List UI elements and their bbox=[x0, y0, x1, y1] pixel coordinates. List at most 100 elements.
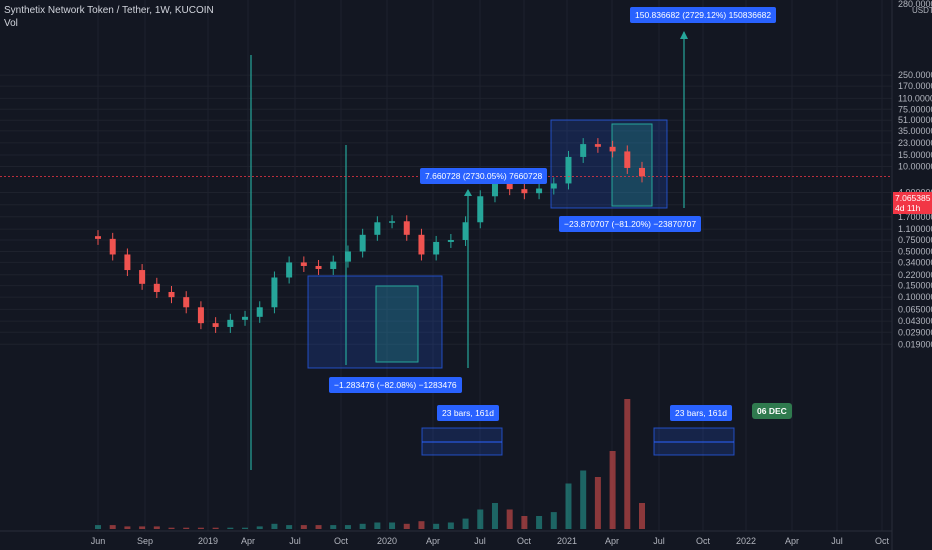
time-tick: Oct bbox=[696, 536, 711, 546]
volume-bar bbox=[256, 526, 263, 529]
candle bbox=[109, 238, 116, 255]
candle bbox=[124, 254, 131, 271]
time-tick: Apr bbox=[785, 536, 799, 546]
volume-bar bbox=[271, 523, 278, 529]
candle bbox=[639, 167, 645, 177]
price-tick: 1.700000 bbox=[898, 212, 932, 222]
candle bbox=[433, 241, 440, 255]
candle bbox=[242, 316, 249, 320]
volume-bar bbox=[624, 399, 631, 529]
time-tick: Jul bbox=[831, 536, 843, 546]
time-tick: Jun bbox=[91, 536, 106, 546]
candle bbox=[95, 236, 101, 239]
price-tick: 1.100000 bbox=[898, 224, 932, 234]
volume-bar bbox=[594, 477, 601, 529]
time-tick: 2020 bbox=[377, 536, 397, 546]
time-tick: Apr bbox=[241, 536, 255, 546]
volume-bar bbox=[359, 523, 366, 529]
price-tick: 0.029000 bbox=[898, 327, 932, 337]
drop-zone-2020 bbox=[375, 285, 419, 363]
candle bbox=[389, 221, 396, 223]
candle bbox=[212, 323, 219, 327]
candle bbox=[477, 196, 484, 223]
bars-right-label: 23 bars, 161d bbox=[670, 405, 732, 421]
candle bbox=[403, 221, 410, 235]
volume-bar bbox=[95, 525, 101, 529]
bars-left-label: 23 bars, 161d bbox=[437, 405, 499, 421]
candle bbox=[183, 297, 190, 308]
volume-bar bbox=[389, 522, 396, 529]
volume-bar bbox=[315, 525, 322, 529]
volume-bar bbox=[242, 527, 249, 529]
volume-bar bbox=[639, 503, 645, 529]
volume-bar bbox=[477, 509, 484, 529]
rise-arrow bbox=[464, 189, 472, 196]
time-tick: Jul bbox=[653, 536, 665, 546]
time-axis[interactable]: Jun Sep 2019 Apr Jul Oct 2020 Apr Jul Oct 2021 Apr J… bbox=[0, 530, 892, 546]
candle bbox=[418, 234, 425, 255]
time-tick: 2021 bbox=[557, 536, 577, 546]
candle bbox=[256, 307, 263, 317]
volume-bar bbox=[139, 526, 146, 529]
volume-bar bbox=[521, 516, 528, 529]
volume-bar bbox=[462, 518, 469, 529]
time-tick: Oct bbox=[875, 536, 890, 546]
candle bbox=[359, 234, 366, 252]
volume-bar bbox=[418, 521, 425, 529]
current-price-tag: 7.065385 4d 11h bbox=[893, 192, 932, 214]
target-2021-label: 150.836682 (2729.12%) 150836682 bbox=[630, 7, 777, 23]
volume-bar bbox=[506, 509, 513, 529]
volume-bars bbox=[95, 399, 645, 529]
time-tick: 2022 bbox=[736, 536, 756, 546]
volume-bar bbox=[609, 451, 616, 529]
volume-bar bbox=[124, 526, 131, 529]
drop-2020-label: −1.283476 (−82.08%) −1283476 bbox=[329, 377, 462, 393]
candle bbox=[521, 189, 528, 194]
candle bbox=[197, 307, 204, 324]
volume-bar bbox=[580, 470, 587, 529]
price-tick: 0.750000 bbox=[898, 235, 932, 245]
candle bbox=[565, 156, 572, 184]
candle bbox=[536, 188, 543, 194]
candle bbox=[550, 183, 557, 189]
volume-bar bbox=[183, 527, 190, 529]
price-unit: USDT bbox=[912, 6, 932, 15]
volume-bar bbox=[168, 527, 175, 529]
candle bbox=[462, 222, 469, 240]
candle bbox=[286, 262, 293, 278]
volume-bar bbox=[447, 522, 454, 529]
candle bbox=[271, 277, 278, 308]
price-tick: 0.043000 bbox=[898, 316, 932, 326]
volume-bar bbox=[227, 527, 234, 529]
volume-bar bbox=[153, 526, 160, 529]
price-tick: 0.019000 bbox=[898, 339, 932, 349]
volume-bar bbox=[197, 527, 204, 529]
candle bbox=[344, 251, 351, 262]
volume-bar bbox=[300, 525, 307, 529]
time-tick: Apr bbox=[605, 536, 619, 546]
time-tick: Sep bbox=[137, 536, 153, 546]
candle bbox=[168, 291, 175, 298]
chart-title: Synthetix Network Token / Tether, 1W, KU… bbox=[4, 5, 214, 16]
volume-bar bbox=[403, 523, 410, 529]
price-tick: 0.340000 bbox=[898, 257, 932, 267]
time-tick: Jul bbox=[289, 536, 301, 546]
price-tick: 0.150000 bbox=[898, 281, 932, 291]
countdown: 4d 11h bbox=[895, 203, 921, 213]
volume-bar bbox=[374, 522, 381, 529]
drop-zone-2021 bbox=[611, 123, 653, 207]
time-tick: Oct bbox=[334, 536, 349, 546]
volume-bar bbox=[286, 525, 293, 529]
volume-label: Vol bbox=[4, 18, 18, 29]
volume-bar bbox=[565, 483, 572, 529]
